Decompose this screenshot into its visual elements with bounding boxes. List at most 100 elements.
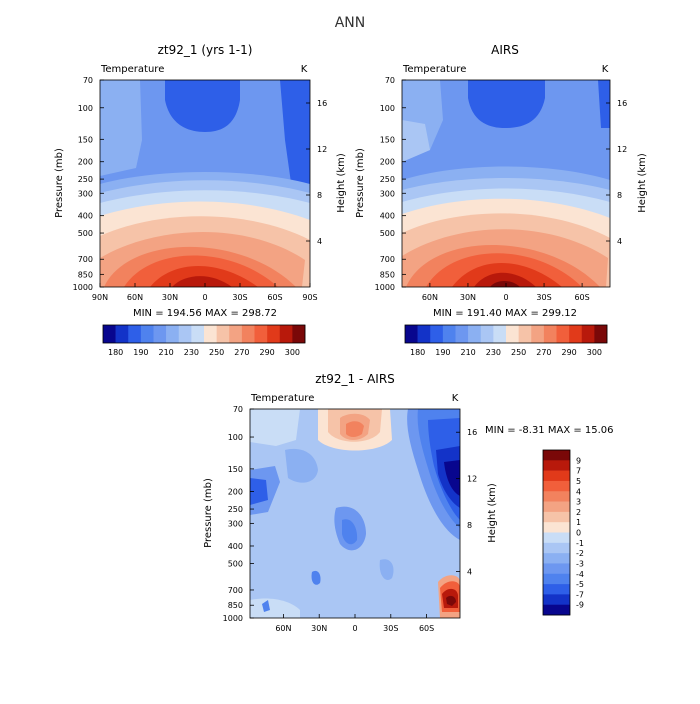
- colorbar-swatch: [166, 325, 180, 343]
- colorbar-swatch: [430, 325, 444, 343]
- colorbar-label: 300: [587, 348, 602, 357]
- colorbar-swatch: [543, 553, 570, 564]
- colorbar-swatch: [455, 325, 469, 343]
- y2-tick-label: 16: [617, 99, 627, 108]
- colorbar-swatch: [103, 325, 116, 343]
- colorbar-swatch: [229, 325, 243, 343]
- colorbar-swatch: [140, 325, 154, 343]
- panel-diff-y2label: Height (km): [487, 483, 498, 543]
- y2-tick-label: 16: [467, 428, 477, 437]
- colorbar-swatch: [480, 325, 494, 343]
- colorbar-swatch: [543, 501, 570, 513]
- x-tick-label: 90N: [92, 293, 108, 302]
- panel-diff-axes: 60N 30N 0 30S 60S 70 100 150 200 250 300 400 500 700 8…: [223, 405, 478, 633]
- panel-obs-stats: MIN = 191.40 MAX = 299.12: [433, 308, 577, 319]
- colorbar-label: 270: [234, 348, 249, 357]
- panel-diff: zt92_1 - AIRS Temperature K: [203, 372, 614, 633]
- panel-model-variable-label: Temperature: [100, 64, 164, 75]
- panel-diff-colorbar: 9 754 321 0-1-2-3 -4-5-7 -9: [542, 449, 584, 616]
- colorbar-label: 3: [576, 498, 581, 507]
- colorbar-swatch: [543, 511, 570, 523]
- y-tick-label: 250: [78, 175, 93, 184]
- y2-tick-label: 8: [467, 521, 472, 530]
- panel-diff-field: [249, 408, 461, 619]
- panel-obs-variable-label: Temperature: [402, 64, 466, 75]
- y-tick-label: 100: [78, 104, 93, 113]
- y-tick-label: 70: [83, 76, 93, 85]
- colorbar-swatch: [543, 604, 570, 616]
- figure-suptitle: ANN: [335, 15, 366, 31]
- colorbar-swatch: [543, 460, 570, 471]
- x-tick-label: 30S: [383, 624, 398, 633]
- y-tick-label: 300: [228, 519, 243, 528]
- y2-tick-label: 16: [317, 99, 327, 108]
- panel-diff-title: zt92_1 - AIRS: [315, 372, 395, 386]
- colorbar-swatch: [569, 325, 583, 343]
- colorbar-label: 210: [158, 348, 173, 357]
- colorbar-swatch: [216, 325, 230, 343]
- y-tick-label: 300: [78, 189, 93, 198]
- colorbar-swatch: [543, 573, 570, 585]
- colorbar-swatch: [581, 325, 595, 343]
- panel-obs-axes: 60N 30N 0 30S 60S 70 100 150 200 250 300 400 500 700 8…: [375, 76, 628, 302]
- y-tick-label: 500: [380, 229, 395, 238]
- x-tick-label: 30N: [460, 293, 476, 302]
- colorbar-label: 230: [184, 348, 199, 357]
- y-tick-label: 150: [380, 135, 395, 144]
- colorbar-swatch: [493, 325, 507, 343]
- panel-obs-y2label: Height (km): [637, 153, 648, 213]
- y-tick-label: 200: [380, 158, 395, 167]
- colorbar-label: 290: [259, 348, 274, 357]
- panel-model-units-label: K: [301, 64, 308, 75]
- colorbar-swatch: [594, 325, 608, 343]
- x-tick-label: 30S: [232, 293, 247, 302]
- y-tick-label: 1000: [223, 614, 243, 623]
- panel-model-y2label: Height (km): [336, 153, 347, 213]
- colorbar-swatch: [543, 480, 570, 492]
- x-tick-label: 60N: [127, 293, 143, 302]
- colorbar-swatch: [543, 522, 570, 533]
- colorbar-swatch: [543, 542, 570, 554]
- colorbar-swatch: [518, 325, 532, 343]
- y-tick-label: 400: [380, 212, 395, 221]
- colorbar-label: 180: [108, 348, 123, 357]
- x-tick-label: 60S: [574, 293, 589, 302]
- colorbar-swatch: [468, 325, 482, 343]
- colorbar-label: 2: [576, 508, 581, 517]
- colorbar-swatch: [191, 325, 205, 343]
- colorbar-swatch: [442, 325, 456, 343]
- colorbar-label: -1: [576, 539, 584, 548]
- y2-tick-label: 8: [317, 191, 322, 200]
- panel-obs-colorbar: 180 190 210 230 250 270 290 300: [404, 324, 608, 357]
- x-tick-label: 30N: [311, 624, 327, 633]
- y-tick-label: 1000: [375, 283, 395, 292]
- colorbar-swatch: [405, 325, 418, 343]
- panel-model-title: zt92_1 (yrs 1-1): [158, 43, 253, 57]
- y2-tick-label: 12: [467, 475, 477, 484]
- y-tick-label: 150: [78, 135, 93, 144]
- x-tick-label: 60N: [422, 293, 438, 302]
- panel-diff-units-label: K: [452, 393, 459, 404]
- y-tick-label: 300: [380, 189, 395, 198]
- colorbar-label: 290: [561, 348, 576, 357]
- y-tick-label: 700: [380, 255, 395, 264]
- y-tick-label: 100: [380, 104, 395, 113]
- colorbar-swatch: [543, 563, 570, 575]
- colorbar-swatch: [178, 325, 192, 343]
- colorbar-swatch: [531, 325, 545, 343]
- y-tick-label: 850: [380, 270, 395, 279]
- panel-diff-variable-label: Temperature: [250, 393, 314, 404]
- y2-tick-label: 4: [317, 237, 322, 246]
- colorbar-swatch: [556, 325, 570, 343]
- colorbar-swatch: [543, 584, 570, 595]
- colorbar-swatch: [543, 491, 570, 502]
- colorbar-label: -4: [576, 570, 584, 579]
- x-tick-label: 0: [503, 293, 508, 302]
- colorbar-swatch: [292, 325, 306, 343]
- panel-model: zt92_1 (yrs 1-1) Temperature K Pressure …: [54, 43, 347, 357]
- panel-obs: AIRS Temperature K Pressure (mb) Height …: [355, 43, 648, 357]
- colorbar-swatch: [241, 325, 255, 343]
- colorbar-swatch: [267, 325, 281, 343]
- colorbar-label: 7: [576, 467, 581, 476]
